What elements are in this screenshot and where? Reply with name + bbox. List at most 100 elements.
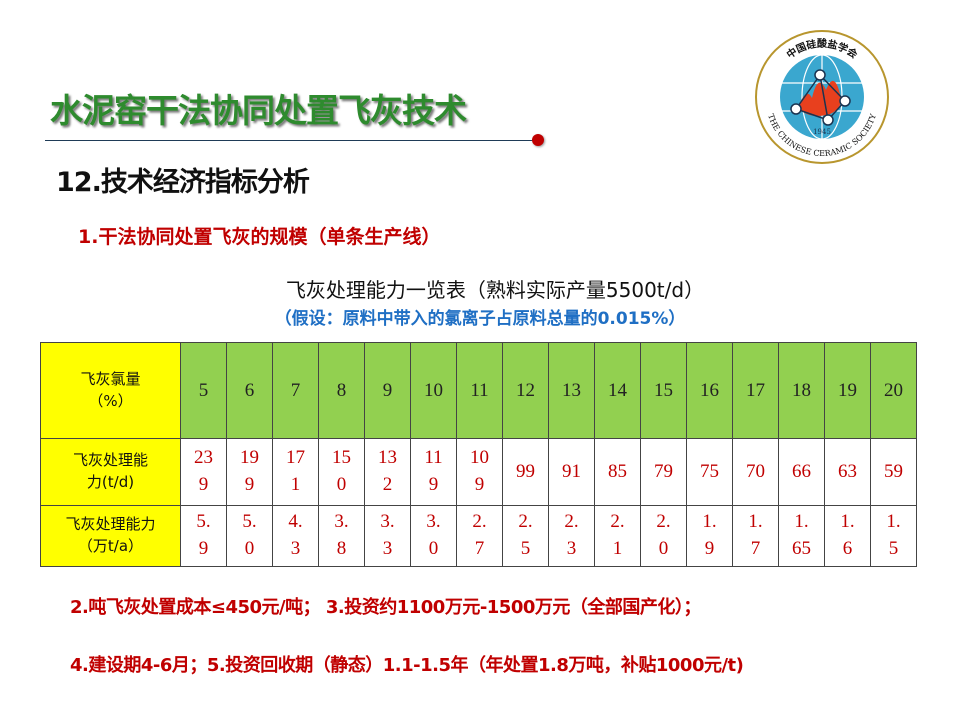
cell-value: 16 <box>700 379 719 401</box>
svg-text:1945: 1945 <box>813 128 831 136</box>
cell-value: 3.0 <box>426 511 441 559</box>
note-schedule-payback: 4.建设期4-6月；5.投资回收期（静态）1.1-1.5年（年处置1.8万吨，补… <box>70 655 744 676</box>
row-header: 飞灰氯量 （%） <box>40 342 181 439</box>
row-header-line1: 飞灰处理能 <box>72 451 148 470</box>
row-header-line2: （万t/a） <box>77 537 144 555</box>
section-heading: 1.干法协同处置飞灰的规模（单条生产线） <box>78 226 441 248</box>
cell-value: 14 <box>608 379 627 401</box>
cell-value: 1.7 <box>748 511 763 559</box>
cell-value: 2.5 <box>518 511 533 559</box>
value-cell: 1.5 <box>870 505 917 567</box>
chlorine-header-cell: 9 <box>364 342 411 439</box>
cell-value: 2.3 <box>564 511 579 559</box>
row-header-line1: 飞灰氯量 <box>80 369 141 388</box>
chlorine-header-cell: 18 <box>778 342 825 439</box>
value-cell: 66 <box>778 438 825 506</box>
value-cell: 59 <box>870 438 917 506</box>
table-caption: 飞灰处理能力一览表（熟料实际产量5500t/d） <box>285 278 705 302</box>
value-cell: 99 <box>502 438 549 506</box>
chlorine-header-cell: 10 <box>410 342 457 439</box>
chlorine-header-cell: 19 <box>824 342 871 439</box>
row-header-line2: （%） <box>88 391 133 410</box>
chlorine-header-cell: 5 <box>180 342 227 439</box>
row-header: 飞灰处理能力(t/d) <box>40 438 181 506</box>
chlorine-header-cell: 6 <box>226 342 273 439</box>
value-cell: 2.7 <box>456 505 503 567</box>
cell-value: 109 <box>470 447 489 495</box>
cell-value: 1.6 <box>840 511 855 559</box>
divider-dot <box>532 134 544 146</box>
cell-value: 2.1 <box>610 511 625 559</box>
cell-value: 63 <box>838 460 857 482</box>
cell-value: 15 <box>654 379 673 401</box>
row-header: 飞灰处理能力 （万t/a） <box>40 505 181 567</box>
value-cell: 132 <box>364 438 411 506</box>
row-header-line1: 飞灰处理能力 <box>65 515 156 534</box>
table-row: 飞灰氯量 （%） 5 6 7 8 9 10 11 12 13 14 15 16 17 18 19 20 <box>40 342 917 439</box>
value-cell: 119 <box>410 438 457 506</box>
cell-value: 17 <box>746 379 765 401</box>
cell-value: 75 <box>700 460 719 482</box>
chlorine-header-cell: 17 <box>732 342 779 439</box>
value-cell: 171 <box>272 438 319 506</box>
chlorine-header-cell: 20 <box>870 342 917 439</box>
chlorine-header-cell: 14 <box>594 342 641 439</box>
cell-value: 6 <box>244 379 255 401</box>
cell-value: 1.5 <box>886 511 901 559</box>
row-header-line2: 力(t/d) <box>86 473 135 491</box>
cell-value: 20 <box>884 379 903 401</box>
cell-value: 119 <box>424 447 443 495</box>
cell-value: 5 <box>198 379 209 401</box>
value-cell: 3.3 <box>364 505 411 567</box>
cell-value: 85 <box>608 460 627 482</box>
cell-value: 2.0 <box>656 511 671 559</box>
chlorine-header-cell: 11 <box>456 342 503 439</box>
value-cell: 199 <box>226 438 273 506</box>
cell-value: 1.9 <box>702 511 717 559</box>
cell-value: 3.8 <box>334 511 349 559</box>
value-cell: 2.1 <box>594 505 641 567</box>
note-cost-investment: 2.吨飞灰处置成本≤450元/吨； 3.投资约1100万元-1500万元（全部国… <box>70 597 701 618</box>
slide-title: 水泥窑干法协同处置飞灰技术 <box>50 91 467 130</box>
value-cell: 109 <box>456 438 503 506</box>
chlorine-header-cell: 16 <box>686 342 733 439</box>
cell-value: 7 <box>290 379 301 401</box>
cell-value: 199 <box>240 447 259 495</box>
cell-value: 5.9 <box>196 511 211 559</box>
cell-value: 171 <box>286 447 305 495</box>
value-cell: 5.0 <box>226 505 273 567</box>
cell-value: 13 <box>562 379 581 401</box>
value-cell: 75 <box>686 438 733 506</box>
cell-value: 59 <box>884 460 903 482</box>
value-cell: 3.0 <box>410 505 457 567</box>
value-cell: 2.3 <box>548 505 595 567</box>
cell-value: 239 <box>194 447 213 495</box>
cell-value: 4.3 <box>288 511 303 559</box>
cell-value: 70 <box>746 460 765 482</box>
cell-value: 150 <box>332 447 351 495</box>
cell-value: 99 <box>516 460 535 482</box>
table-assumption-note: （假设：原料中带入的氯离子占原料总量的0.015%） <box>274 309 686 329</box>
cell-value: 5.0 <box>242 511 257 559</box>
chinese-ceramic-society-logo: 1945 中国硅酸盐学会 THE CHINESE CERAMIC SOCIETY <box>755 30 889 164</box>
fly-ash-capacity-table: 飞灰氯量 （%） 5 6 7 8 9 10 11 12 13 14 15 16 17 18 19 20 飞灰处理能力… <box>40 342 917 567</box>
table-row: 飞灰处理能力 （万t/a） 5.9 5.0 4.3 3.8 3.3 3.0 2.7 2.5 2.3 2… <box>40 505 917 567</box>
value-cell: 1.65 <box>778 505 825 567</box>
value-cell: 1.6 <box>824 505 871 567</box>
chlorine-header-cell: 15 <box>640 342 687 439</box>
cell-value: 66 <box>792 460 811 482</box>
chlorine-header-cell: 13 <box>548 342 595 439</box>
value-cell: 1.9 <box>686 505 733 567</box>
cell-value: 12 <box>516 379 535 401</box>
cell-value: 91 <box>562 460 581 482</box>
value-cell: 1.7 <box>732 505 779 567</box>
cell-value: 1.65 <box>792 511 811 559</box>
cell-value: 3.3 <box>380 511 395 559</box>
cell-value: 8 <box>336 379 347 401</box>
chlorine-header-cell: 12 <box>502 342 549 439</box>
cell-value: 79 <box>654 460 673 482</box>
cell-value: 11 <box>470 379 489 401</box>
value-cell: 91 <box>548 438 595 506</box>
value-cell: 2.0 <box>640 505 687 567</box>
cell-value: 19 <box>838 379 857 401</box>
